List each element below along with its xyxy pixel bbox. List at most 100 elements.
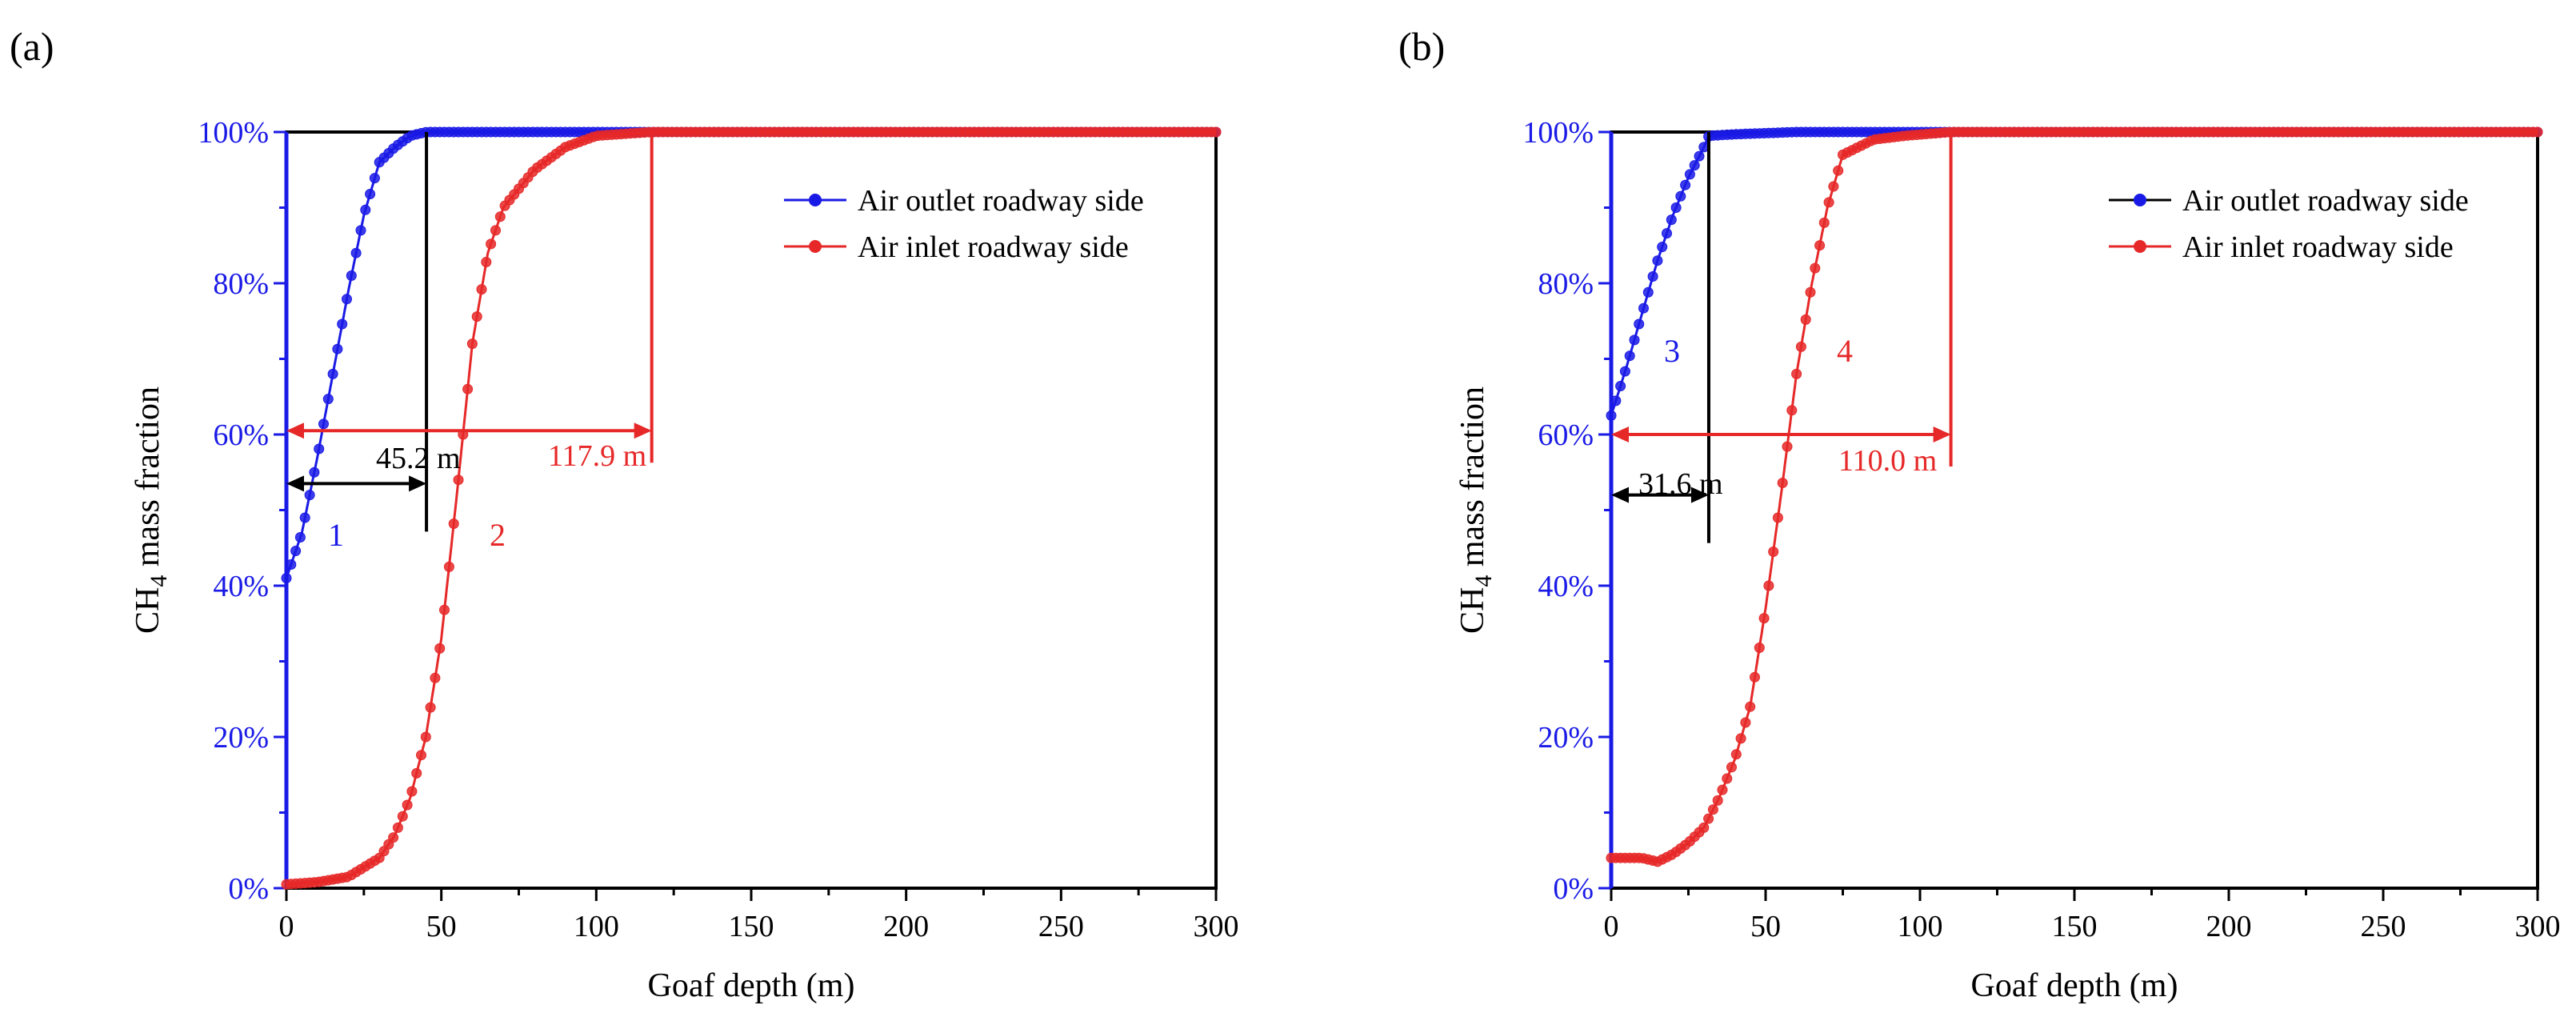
data-point — [294, 532, 306, 543]
panel-label: (b) — [1398, 24, 1445, 69]
y-tick-label: 100% — [1522, 116, 1594, 150]
data-point — [1675, 190, 1686, 202]
data-point — [337, 318, 348, 330]
data-point — [1606, 410, 1617, 421]
y-tick-label: 40% — [213, 570, 269, 603]
x-axis-title: Goaf depth (m) — [1971, 967, 2178, 1004]
data-point — [1828, 181, 1839, 192]
data-point — [1638, 302, 1649, 314]
data-point — [360, 204, 371, 215]
data-point — [314, 443, 325, 454]
data-point — [1745, 701, 1756, 712]
data-point — [290, 546, 302, 556]
data-point — [1772, 512, 1783, 523]
data-point — [1615, 381, 1626, 391]
data-point — [1629, 334, 1640, 346]
data-point — [406, 786, 418, 797]
arrow-head-right — [1690, 486, 1709, 503]
data-point — [1786, 405, 1798, 416]
series-2: 4 — [1606, 126, 2543, 867]
data-point — [1210, 126, 1222, 138]
y-axis-title: CH4 mass fraction — [130, 386, 172, 634]
data-point — [1735, 733, 1746, 744]
data-point — [1805, 286, 1816, 298]
x-tick-label: 0 — [1604, 910, 1619, 943]
data-point — [1800, 314, 1811, 325]
data-point — [1670, 202, 1682, 213]
data-point — [1624, 350, 1635, 362]
data-point — [1684, 169, 1695, 180]
data-point — [430, 672, 441, 683]
data-point — [392, 822, 403, 833]
y-axis-title-sub: 4 — [146, 575, 172, 587]
x-tick-label: 150 — [2052, 910, 2098, 943]
y-axis-title-sub: 4 — [1470, 575, 1497, 587]
y-tick-label: 80% — [1538, 267, 1594, 301]
data-point — [1791, 368, 1802, 379]
data-point — [1740, 717, 1751, 728]
data-point — [1652, 255, 1663, 266]
dimension-label: 31.6 m — [1638, 467, 1723, 501]
y-axis-title-main: CH — [130, 587, 166, 634]
data-point — [304, 490, 315, 501]
data-point — [350, 247, 362, 258]
arrow-head-right — [1933, 426, 1951, 442]
y-tick-label: 60% — [1538, 418, 1594, 452]
legend-label: Air inlet roadway side — [2182, 230, 2454, 264]
arrow-head-left — [286, 475, 304, 492]
data-point — [1777, 478, 1788, 488]
data-point — [425, 702, 436, 713]
data-point — [434, 643, 446, 654]
data-point — [369, 173, 380, 184]
y-tick-label: 20% — [1538, 721, 1594, 755]
data-point — [1823, 197, 1834, 208]
dimension-label: 117.9 m — [548, 439, 646, 473]
data-point — [2532, 126, 2543, 138]
data-point — [448, 519, 459, 529]
y-tick-label: 20% — [213, 721, 269, 755]
x-tick-label: 50 — [426, 910, 457, 943]
arrow-head-right — [634, 422, 652, 439]
legend-marker — [809, 194, 822, 206]
data-point — [1694, 150, 1705, 162]
data-point — [1619, 366, 1630, 377]
curve-label-4: 4 — [1837, 333, 1853, 369]
data-point — [309, 466, 320, 478]
data-point — [1833, 165, 1844, 176]
data-point — [1717, 784, 1728, 795]
x-tick-label: 100 — [1898, 910, 1943, 943]
data-point — [411, 767, 422, 779]
data-point — [1662, 228, 1672, 239]
data-point — [1689, 160, 1700, 171]
data-point — [1647, 271, 1658, 282]
data-point — [476, 284, 487, 295]
data-point — [346, 270, 357, 281]
data-point — [1795, 341, 1806, 352]
x-tick-label: 300 — [2515, 910, 2561, 943]
x-axis-title: Goaf depth (m) — [648, 967, 855, 1004]
data-point — [1726, 762, 1737, 773]
data-point — [388, 832, 399, 843]
data-point — [332, 343, 343, 354]
dimension-annotation-1: 45.2 m — [286, 132, 461, 532]
data-point — [1666, 214, 1677, 226]
data-point — [466, 338, 478, 350]
data-point — [365, 189, 376, 199]
y-tick-label: 40% — [1538, 570, 1594, 603]
data-point — [1657, 242, 1668, 253]
x-tick-label: 250 — [2361, 910, 2406, 943]
legend-marker — [2134, 194, 2146, 206]
data-point — [416, 750, 426, 761]
data-point — [486, 238, 497, 250]
data-point — [443, 561, 454, 572]
data-point — [1634, 318, 1645, 330]
dimension-annotation-2: 117.9 m — [286, 132, 654, 473]
x-tick-label: 0 — [279, 910, 294, 943]
data-point — [1814, 240, 1826, 251]
data-point — [1707, 804, 1718, 815]
data-point — [1730, 749, 1742, 760]
x-tick-label: 200 — [883, 910, 929, 943]
data-point — [1810, 262, 1821, 274]
data-point — [342, 294, 352, 305]
data-point — [1703, 813, 1714, 824]
